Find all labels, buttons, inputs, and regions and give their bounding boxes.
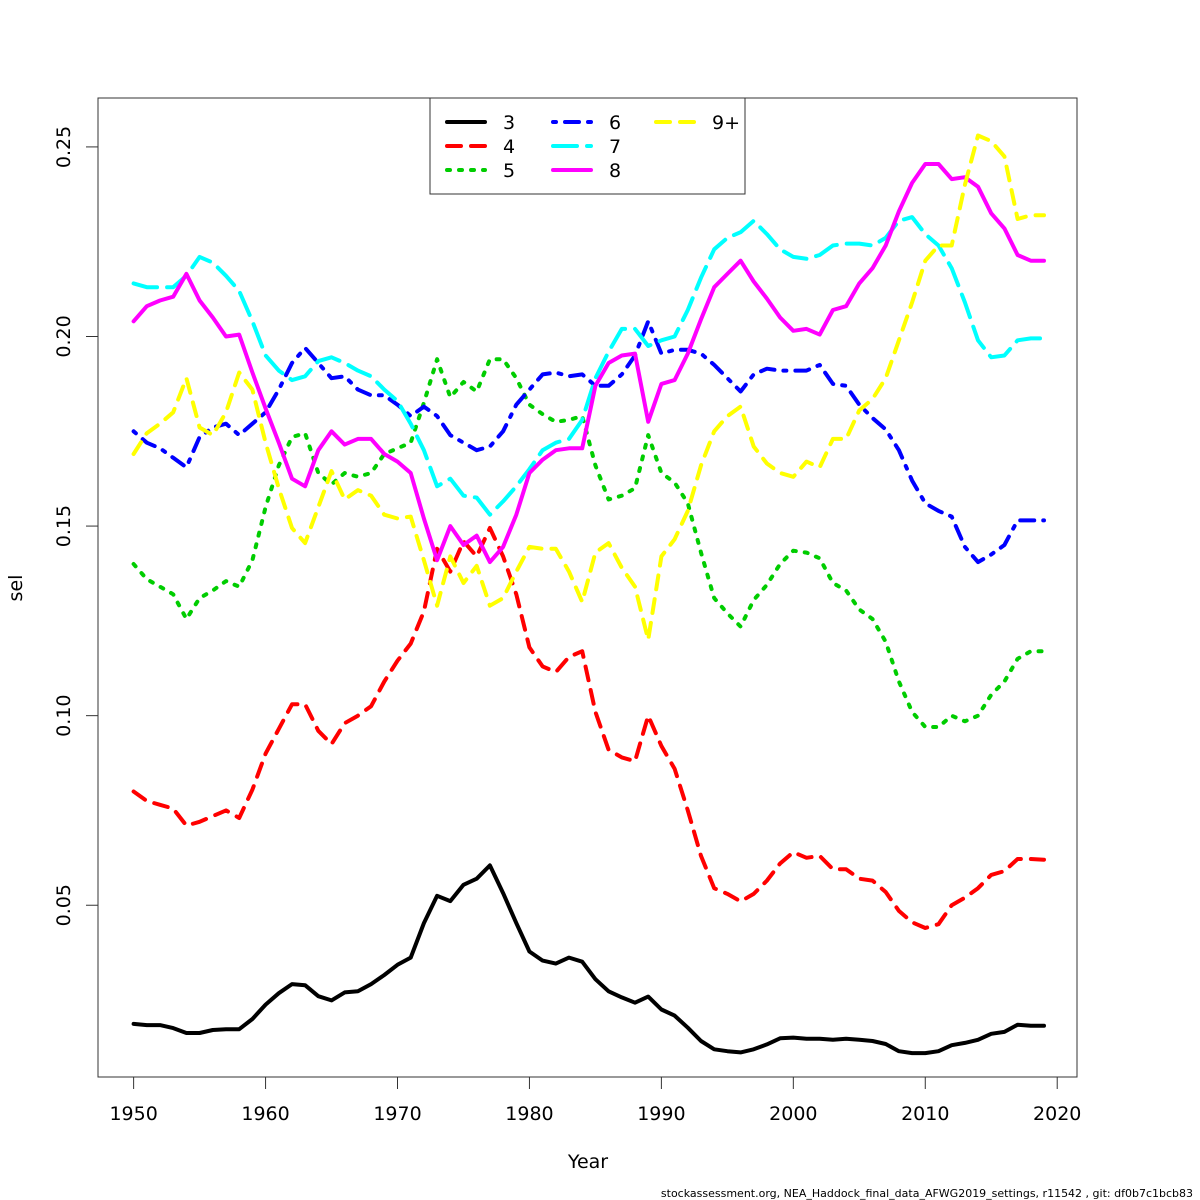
x-tick-label: 1980 [505,1103,553,1125]
legend-label-4: 4 [503,136,515,158]
legend-label-6: 6 [609,112,621,134]
x-tick-label: 1960 [241,1103,289,1125]
legend-label-9plus: 9+ [712,112,740,134]
y-tick-label: 0.05 [53,884,75,926]
x-tick-label: 2000 [769,1103,817,1125]
legend-label-3: 3 [503,112,515,134]
x-tick-label: 2010 [901,1103,949,1125]
x-tick-label: 2020 [1033,1103,1081,1125]
x-axis: 1950 1960 1970 1980 1990 2000 2010 2020 [109,1076,1081,1125]
y-tick-label: 0.15 [53,505,75,547]
legend: 345 678 9+ [429,97,746,195]
legend-label-5: 5 [503,160,515,182]
series-line-9plus [131,133,1046,642]
x-tick-label: 1970 [373,1103,421,1125]
x-axis-title: Year [567,1151,608,1173]
series-line-8 [131,162,1046,565]
series-line-3 [131,863,1046,1056]
footer-text: stockassessment.org, NEA_Haddock_final_d… [661,1187,1193,1200]
x-tick-label: 1950 [109,1103,157,1125]
y-tick-label: 0.20 [53,315,75,357]
y-axis: 0.05 0.10 0.15 0.20 0.25 [53,126,99,926]
series-line-6 [131,319,1046,565]
series-layer [131,133,1046,1056]
series-line-4 [131,526,1046,930]
series-line-5 [131,357,1046,729]
legend-label-8: 8 [609,160,621,182]
y-tick-label: 0.10 [53,695,75,737]
x-tick-label: 1990 [637,1103,685,1125]
y-axis-title: sel [5,575,27,602]
y-tick-label: 0.25 [53,126,75,168]
legend-label-7: 7 [609,136,621,158]
